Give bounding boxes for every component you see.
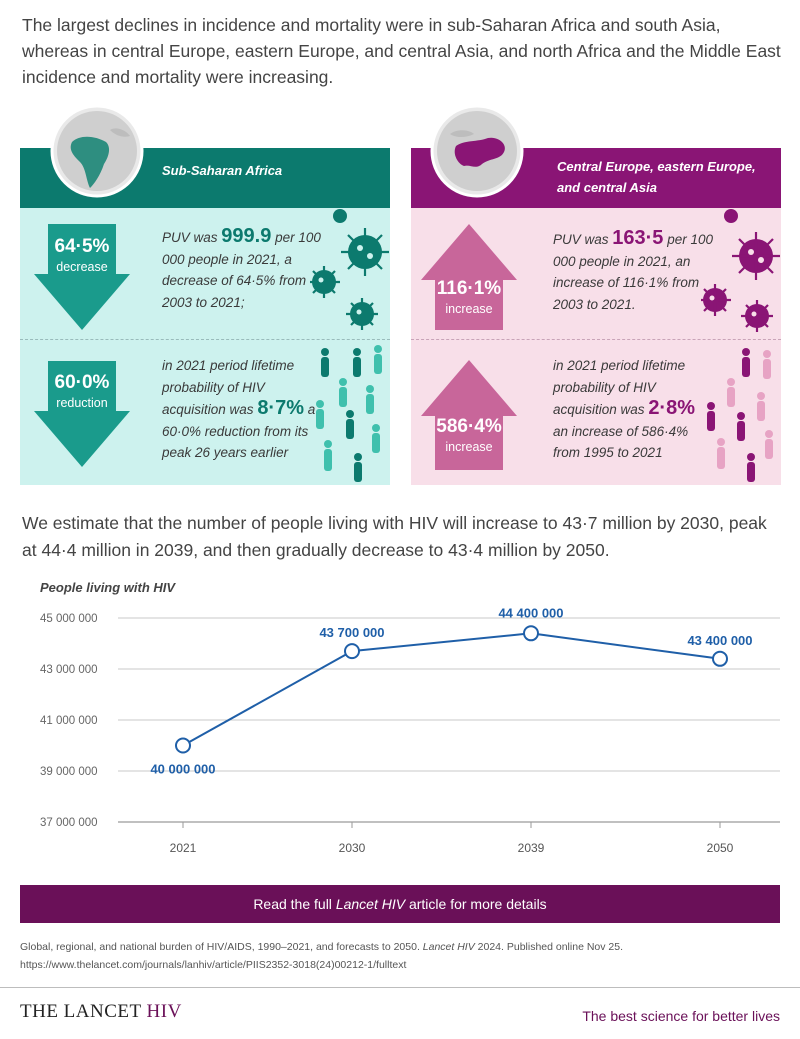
data-point [175,737,191,754]
plhiv-line-chart: People living with HIV 45 000 000 43 000 … [40,580,780,855]
stat-label: reduction [56,396,108,410]
x-tick-label: 2039 [518,841,545,855]
stat-badge: 586·4% increase [421,416,517,454]
decrease-arrow-icon [34,361,130,467]
divider [20,339,390,340]
increase-arrow-icon [421,360,517,470]
data-labels: 40 000 000 43 700 000 44 400 000 43 400 000 [150,605,752,776]
stat-label: decrease [56,260,108,274]
divider [411,339,781,340]
series-line [182,632,721,747]
virus-icons [701,209,780,332]
data-label: 43 700 000 [319,625,384,640]
footer-divider [0,987,800,988]
stat-value: 8·7% [257,397,305,419]
panel-title: Sub-Saharan Africa [162,163,283,178]
x-axis-ticks: 2021 2030 2039 2050 [170,822,734,855]
lancet-hiv-logo: THE LANCET HIV [20,1001,182,1022]
chart-title: People living with HIV [40,580,176,595]
y-axis-ticks: 45 000 000 43 000 000 41 000 000 39 000 000… [40,613,98,829]
increase-arrow-icon [421,224,517,330]
data-label: 40 000 000 [150,762,215,777]
stat-description: PUV was 999.9 per 100 000 people in 2021… [162,225,321,310]
stat-description: PUV was 163·5 per 100 000 people in 2021… [553,227,713,312]
data-label: 43 400 000 [687,633,752,648]
stat-label: increase [445,440,493,454]
y-tick-label: 39 000 000 [40,766,98,778]
data-label: 44 400 000 [498,605,563,620]
y-tick-label: 43 000 000 [40,664,98,676]
people-icons [707,348,773,482]
read-article-banner[interactable]: Read the full Lancet HIV article for mor… [20,885,780,923]
stat-description: in 2021 period lifetime probability of H… [553,358,696,460]
tagline: The best science for better lives [582,1008,780,1024]
stat-percent: 60·0% [54,372,110,393]
eurasia-globe-icon [430,104,524,198]
virus-icons [310,209,389,330]
stat-value: 999.9 [221,225,272,247]
stat-badge: 64·5% decrease [34,236,130,274]
stat-value: 163·5 [612,227,664,249]
stat-value: 2·8% [648,397,696,419]
stat-percent: 64·5% [54,236,110,257]
stat-badge: 116·1% increase [421,278,517,316]
stat-percent: 586·4% [436,416,502,437]
estimate-text: We estimate that the number of people li… [22,513,767,560]
stat-description: in 2021 period lifetime probability of H… [162,358,316,460]
stat-percent: 116·1% [436,278,502,299]
citation: Global, regional, and national burden of… [20,941,624,971]
people-icons [316,345,382,482]
intro-text: The largest declines in incidence and mo… [22,15,781,87]
stat-badge: 60·0% reduction [34,372,130,410]
article-url[interactable]: https://www.thelancet.com/journals/lanhi… [20,959,407,971]
sub-saharan-africa-panel: Sub-Saharan Africa 64·5% decrease PUV wa… [20,148,390,485]
data-points [175,625,728,754]
x-tick-label: 2030 [339,841,366,855]
data-point [523,625,539,642]
chart-grid [118,617,780,823]
decrease-arrow-icon [34,224,130,330]
panel-title: Central Europe, eastern Europe, and centr… [557,159,756,195]
y-tick-label: 37 000 000 [40,817,98,829]
data-point [344,643,360,660]
x-tick-label: 2050 [707,841,734,855]
data-point [712,650,728,667]
central-europe-asia-panel: Central Europe, eastern Europe, and centr… [411,148,781,485]
stat-label: increase [445,302,493,316]
africa-globe-icon [50,104,144,198]
y-tick-label: 41 000 000 [40,715,98,727]
x-tick-label: 2021 [170,841,197,855]
y-tick-label: 45 000 000 [40,613,98,625]
